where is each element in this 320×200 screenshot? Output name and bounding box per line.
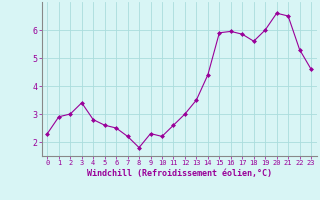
X-axis label: Windchill (Refroidissement éolien,°C): Windchill (Refroidissement éolien,°C) [87, 169, 272, 178]
